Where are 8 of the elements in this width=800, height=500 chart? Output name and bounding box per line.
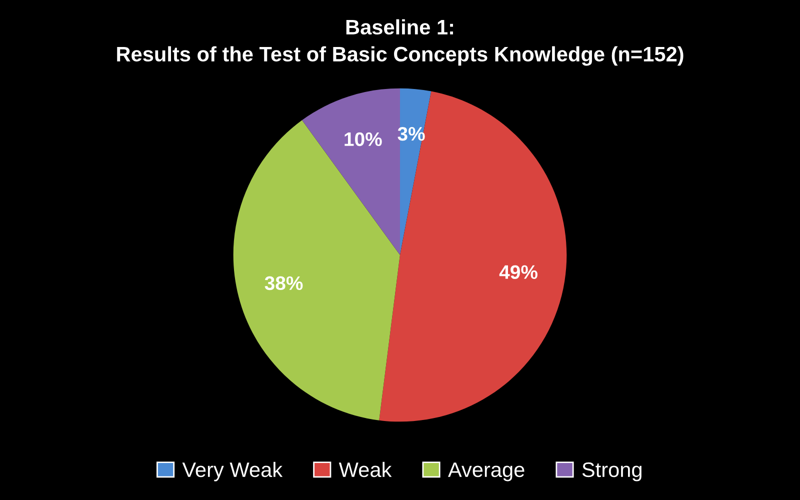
legend-label: Weak [338,462,392,478]
data-label: 38% [264,276,303,290]
data-label: 10% [344,132,382,146]
chart-title: Baseline 1: Results of the Test of Basic Concepts Knowledge (n=152) [117,19,684,66]
legend-label: Very Weak [182,462,283,482]
legend-label: Average [448,462,524,482]
legend-label: Strong [582,462,642,482]
data-label: 49% [499,265,538,279]
